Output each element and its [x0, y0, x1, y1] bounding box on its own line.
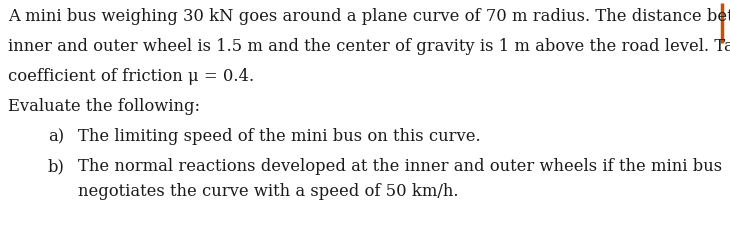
Text: a): a) — [48, 127, 64, 144]
Text: A mini bus weighing 30 kN goes around a plane curve of 70 m radius. The distance: A mini bus weighing 30 kN goes around a … — [8, 8, 730, 25]
Text: Evaluate the following:: Evaluate the following: — [8, 98, 200, 114]
Text: The limiting speed of the mini bus on this curve.: The limiting speed of the mini bus on th… — [78, 127, 480, 144]
Text: coefficient of friction μ = 0.4.: coefficient of friction μ = 0.4. — [8, 68, 254, 85]
Text: negotiates the curve with a speed of 50 km/h.: negotiates the curve with a speed of 50 … — [78, 182, 458, 199]
Text: The normal reactions developed at the inner and outer wheels if the mini bus: The normal reactions developed at the in… — [78, 157, 722, 174]
Text: b): b) — [48, 157, 65, 174]
Text: inner and outer wheel is 1.5 m and the center of gravity is 1 m above the road l: inner and outer wheel is 1.5 m and the c… — [8, 38, 730, 55]
